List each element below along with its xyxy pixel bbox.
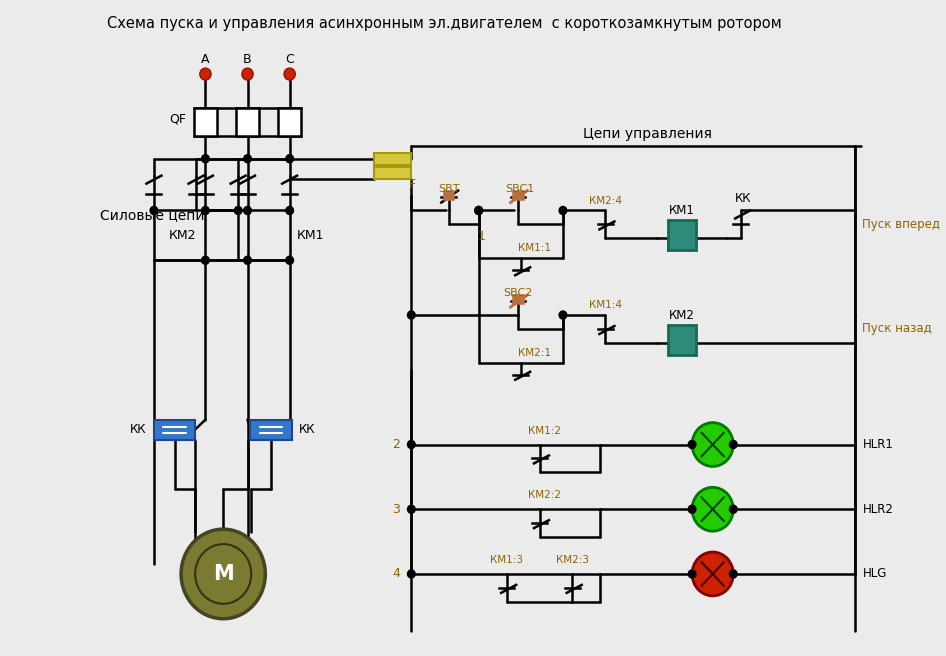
Text: QF: QF — [168, 113, 185, 126]
Circle shape — [408, 312, 414, 319]
Bar — [514, 295, 523, 303]
Circle shape — [244, 256, 251, 264]
Text: B: B — [243, 52, 252, 66]
Bar — [278, 108, 301, 136]
Circle shape — [200, 68, 211, 80]
Bar — [236, 108, 259, 136]
Bar — [154, 420, 195, 440]
Text: Пуск вперед: Пуск вперед — [863, 218, 940, 231]
Text: КК: КК — [130, 423, 147, 436]
Text: КМ1:1: КМ1:1 — [518, 243, 552, 253]
Circle shape — [244, 155, 251, 162]
Text: 4: 4 — [393, 567, 400, 581]
Text: КМ2:2: КМ2:2 — [528, 490, 561, 501]
Text: 3: 3 — [393, 502, 400, 516]
Circle shape — [202, 155, 209, 162]
Circle shape — [692, 552, 733, 596]
Circle shape — [730, 506, 737, 513]
Circle shape — [689, 506, 695, 513]
Circle shape — [195, 544, 252, 604]
Circle shape — [150, 207, 157, 214]
Text: SBT: SBT — [438, 184, 460, 194]
Circle shape — [287, 207, 293, 214]
Circle shape — [202, 256, 209, 264]
Text: HLR1: HLR1 — [863, 438, 893, 451]
Text: Пуск назад: Пуск назад — [863, 323, 932, 335]
Text: КМ1: КМ1 — [669, 204, 694, 217]
Text: 1: 1 — [478, 230, 485, 243]
Bar — [514, 191, 523, 199]
Text: КМ2:4: КМ2:4 — [588, 195, 622, 205]
Bar — [444, 191, 453, 199]
Text: КМ1:4: КМ1:4 — [588, 300, 622, 310]
Text: КМ1: КМ1 — [296, 229, 324, 242]
Bar — [668, 325, 696, 355]
Circle shape — [689, 571, 695, 577]
Circle shape — [476, 207, 482, 214]
Text: 2: 2 — [393, 438, 400, 451]
Circle shape — [287, 155, 293, 162]
Bar — [374, 153, 412, 165]
Text: SBC1: SBC1 — [505, 184, 534, 194]
Text: SBC2: SBC2 — [503, 288, 533, 298]
Text: КМ2: КМ2 — [168, 229, 196, 242]
Text: КК: КК — [734, 192, 751, 205]
Circle shape — [730, 441, 737, 448]
Text: КМ2:3: КМ2:3 — [556, 555, 588, 565]
Circle shape — [284, 68, 295, 80]
Circle shape — [689, 441, 695, 448]
Circle shape — [476, 207, 482, 214]
Text: HLR2: HLR2 — [863, 502, 893, 516]
Circle shape — [730, 571, 737, 577]
Text: C: C — [286, 52, 294, 66]
Bar — [668, 220, 696, 251]
Circle shape — [692, 422, 733, 466]
Text: КК: КК — [299, 423, 316, 436]
Circle shape — [560, 207, 567, 214]
Bar — [194, 108, 217, 136]
Circle shape — [692, 487, 733, 531]
Text: КМ2:1: КМ2:1 — [518, 348, 552, 358]
Text: F: F — [409, 178, 415, 191]
Text: Цепи управления: Цепи управления — [583, 127, 711, 141]
Text: HLG: HLG — [863, 567, 886, 581]
Circle shape — [235, 207, 241, 214]
Text: М: М — [213, 564, 234, 584]
Text: КМ1:2: КМ1:2 — [528, 426, 561, 436]
Circle shape — [560, 312, 567, 319]
Circle shape — [202, 207, 209, 214]
Circle shape — [244, 207, 251, 214]
Bar — [374, 167, 412, 178]
Text: Силовые цепи: Силовые цепи — [99, 209, 204, 222]
Text: Схема пуска и управления асинхронным эл.двигателем  с короткозамкнутым ротором: Схема пуска и управления асинхронным эл.… — [107, 16, 781, 31]
Circle shape — [408, 441, 414, 448]
Circle shape — [287, 256, 293, 264]
Text: КМ2: КМ2 — [669, 308, 694, 321]
Text: A: A — [201, 52, 210, 66]
Circle shape — [408, 506, 414, 513]
Bar — [251, 420, 291, 440]
Circle shape — [242, 68, 254, 80]
Text: КМ1:3: КМ1:3 — [490, 555, 523, 565]
Circle shape — [408, 571, 414, 577]
Circle shape — [181, 529, 265, 619]
